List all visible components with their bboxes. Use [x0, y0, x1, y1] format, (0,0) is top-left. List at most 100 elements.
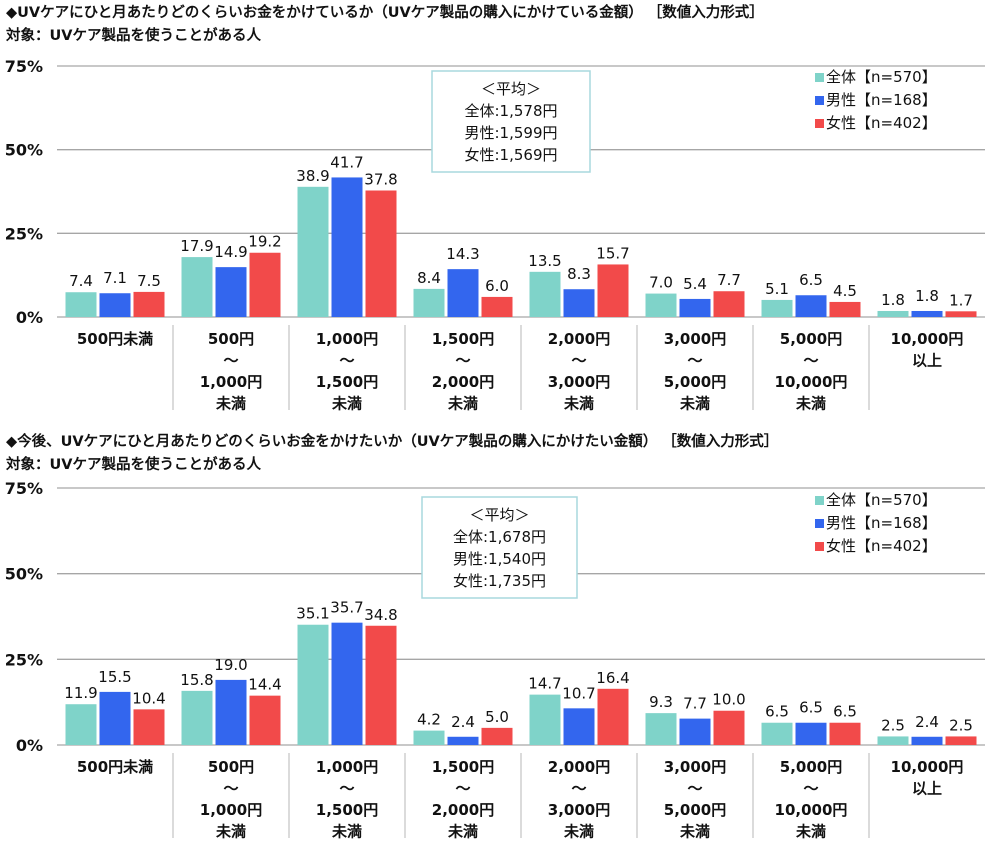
data-label: 4.5: [833, 282, 857, 300]
x-category-label: 以上: [912, 352, 942, 370]
x-category-label: 未満: [563, 395, 594, 413]
x-category-label: 10,000円: [775, 801, 848, 819]
data-label: 14.7: [528, 675, 561, 693]
x-category-label: 1,000円: [316, 758, 378, 776]
data-label: 4.2: [417, 711, 441, 729]
data-label: 1.8: [881, 291, 905, 309]
data-label: 7.4: [69, 272, 93, 290]
bar-女性-4: [481, 727, 513, 745]
bar-女性-1: [133, 709, 165, 745]
bar-全体-7: [761, 299, 793, 317]
data-label: 1.8: [915, 287, 939, 305]
bar-男性-8: [911, 310, 943, 317]
bar-男性-7: [795, 295, 827, 317]
bar-全体-5: [529, 271, 561, 317]
x-category-label: 未満: [795, 395, 826, 413]
bar-女性-2: [249, 695, 281, 745]
average-text: ＜平均＞: [469, 506, 529, 524]
data-label: 8.3: [567, 265, 591, 283]
bar-男性-1: [99, 691, 131, 745]
x-category-label: 未満: [563, 823, 594, 841]
data-label: 7.5: [137, 272, 161, 290]
x-category-label: ～: [455, 780, 470, 798]
legend-entry: 男性【n=168】: [826, 514, 937, 532]
bar-男性-4: [447, 269, 479, 317]
average-text: 全体:1,678円: [453, 528, 546, 546]
average-text: 全体:1,578円: [465, 102, 558, 120]
data-label: 2.5: [881, 716, 905, 734]
x-category-label: 未満: [447, 395, 478, 413]
average-text: 女性:1,569円: [465, 146, 558, 164]
bar-全体-1: [65, 292, 97, 317]
x-category-label: 1,000円: [316, 330, 378, 348]
data-label: 7.7: [717, 271, 741, 289]
bar-女性-8: [945, 736, 977, 745]
bar-全体-8: [877, 736, 909, 745]
x-category-label: ～: [223, 352, 238, 370]
bar-全体-5: [529, 694, 561, 745]
data-label: 5.4: [683, 275, 707, 293]
bar-男性-7: [795, 722, 827, 745]
bar-全体-4: [413, 730, 445, 745]
data-label: 7.1: [103, 269, 127, 287]
x-category-label: ～: [223, 780, 238, 798]
bar-男性-6: [679, 298, 711, 317]
data-label: 14.3: [446, 245, 479, 263]
data-label: 10.0: [712, 691, 745, 709]
x-category-label: ～: [803, 780, 818, 798]
bar-女性-6: [713, 710, 745, 745]
y-tick-label: 25%: [5, 224, 43, 243]
y-tick-label: 0%: [16, 736, 43, 755]
bar-男性-5: [563, 289, 595, 317]
legend-entry: 全体【n=570】: [826, 491, 937, 509]
x-category-label: 1,000円: [200, 373, 262, 391]
x-category-label: ～: [571, 780, 586, 798]
data-label: 7.7: [683, 695, 707, 713]
x-category-label: 1,500円: [316, 801, 378, 819]
bar-男性-5: [563, 708, 595, 745]
bar-全体-7: [761, 722, 793, 745]
x-category-label: 1,500円: [316, 373, 378, 391]
x-category-label: 未満: [215, 823, 246, 841]
bar-女性-5: [597, 688, 629, 745]
x-category-label: 500円: [208, 758, 254, 776]
bar-全体-4: [413, 288, 445, 317]
chart-1: ◆UVケアにひと月あたりどのくらいお金をかけているか（UVケア製品の購入にかけて…: [5, 3, 985, 413]
bar-女性-6: [713, 291, 745, 317]
data-label: 19.0: [214, 656, 247, 674]
data-label: 35.7: [330, 599, 363, 617]
legend-swatch-全体: [815, 73, 824, 82]
data-label: 10.4: [132, 689, 165, 707]
y-tick-label: 0%: [16, 308, 43, 327]
y-tick-label: 25%: [5, 650, 43, 669]
x-category-label: 10,000円: [891, 330, 964, 348]
bar-全体-2: [181, 690, 213, 745]
data-label: 19.2: [248, 233, 281, 251]
y-tick-label: 75%: [5, 479, 43, 498]
legend-swatch-全体: [815, 496, 824, 505]
bar-全体-6: [645, 293, 677, 317]
data-label: 2.5: [949, 716, 973, 734]
x-category-label: 2,000円: [432, 373, 494, 391]
bar-女性-2: [249, 252, 281, 317]
bar-男性-3: [331, 622, 363, 745]
legend-swatch-男性: [815, 96, 824, 105]
bar-全体-3: [297, 624, 329, 745]
y-tick-label: 50%: [5, 141, 43, 160]
legend-entry: 全体【n=570】: [826, 68, 937, 86]
x-category-label: ～: [687, 780, 702, 798]
data-label: 7.0: [649, 274, 673, 292]
x-category-label: 1,500円: [432, 330, 494, 348]
data-label: 13.5: [528, 252, 561, 270]
x-category-label: ～: [455, 352, 470, 370]
data-label: 5.1: [765, 280, 789, 298]
data-label: 15.8: [180, 671, 213, 689]
x-category-label: ～: [803, 352, 818, 370]
bar-全体-8: [877, 310, 909, 317]
x-category-label: 2,000円: [548, 758, 610, 776]
bar-男性-6: [679, 718, 711, 745]
average-text: 男性:1,599円: [465, 124, 558, 142]
x-category-label: 1,000円: [200, 801, 262, 819]
data-label: 6.5: [833, 703, 857, 721]
